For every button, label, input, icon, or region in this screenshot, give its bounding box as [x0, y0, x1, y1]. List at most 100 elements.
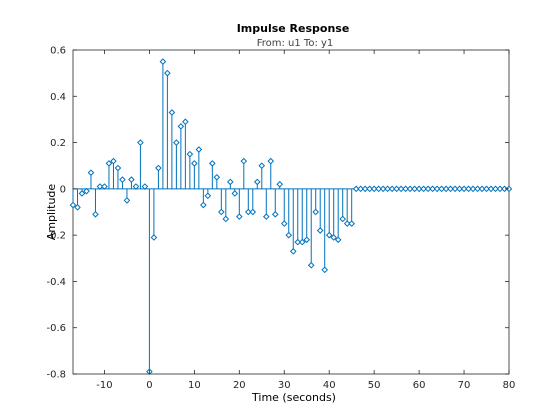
stem-marker: [258, 162, 266, 170]
chart-subtitle: From: u1 To: y1: [257, 38, 334, 49]
stem-marker: [496, 185, 504, 193]
stem-marker: [200, 201, 207, 209]
stem-marker: [222, 215, 230, 223]
stem-marker: [105, 160, 113, 167]
y-tick-label: 0: [60, 184, 66, 195]
stem-marker: [159, 58, 167, 65]
stem-marker: [96, 183, 104, 190]
stem-marker: [456, 185, 463, 193]
x-tick-label: 80: [503, 380, 516, 391]
stem-marker: [87, 169, 95, 176]
stem-marker: [312, 208, 320, 216]
stem-marker: [191, 160, 198, 167]
stem-marker: [352, 185, 360, 193]
stem-marker: [218, 208, 225, 216]
stem-marker: [478, 185, 486, 193]
stem-marker: [231, 190, 239, 197]
stem-marker: [119, 176, 126, 183]
stem-marker: [182, 118, 189, 126]
stem-marker: [384, 185, 391, 193]
stem-marker: [339, 215, 346, 223]
y-tick-label: -0.4: [46, 277, 66, 288]
stem-marker: [177, 123, 185, 130]
markers-group: [69, 58, 513, 375]
y-tick-label: -0.6: [46, 323, 66, 334]
stem-marker: [474, 185, 481, 193]
x-tick-label: -10: [96, 380, 112, 391]
stem-marker: [402, 185, 409, 193]
stem-marker: [101, 183, 108, 190]
stem-marker: [438, 185, 445, 193]
stem-marker: [487, 185, 495, 193]
y-axis-label: Amplitude: [45, 184, 58, 241]
stem-marker: [334, 236, 342, 244]
stem-marker: [83, 187, 90, 195]
stem-marker: [415, 185, 423, 193]
x-tick-label: 50: [368, 380, 381, 391]
stem-marker: [128, 176, 135, 183]
stem-marker: [114, 164, 122, 172]
stem-marker: [78, 190, 86, 197]
stem-marker: [393, 185, 400, 193]
stem-marker: [240, 157, 248, 165]
stem-marker: [483, 185, 490, 193]
stem-marker: [74, 204, 81, 211]
stem-marker: [285, 231, 293, 239]
stem-marker: [397, 185, 405, 193]
stem-marker: [433, 185, 441, 193]
stem-marker: [325, 231, 333, 239]
y-tick-label: -0.2: [46, 231, 66, 242]
stem-marker: [168, 109, 176, 116]
stem-marker: [69, 201, 77, 209]
x-tick-label: 40: [323, 380, 336, 391]
stem-marker: [110, 157, 117, 165]
plot-axes: -10 0 10 20 30 40 50 60 70 80 -0.8 -0.6 -0.4 -0.2 0 0.…: [46, 46, 515, 392]
axes-box: [72, 49, 510, 375]
stem-marker: [424, 185, 432, 193]
stem-marker: [173, 139, 180, 146]
stem-marker: [244, 208, 252, 216]
x-tick-label: 60: [413, 380, 426, 391]
x-axis-label: Time (seconds): [251, 391, 336, 404]
stem-marker: [155, 164, 162, 172]
stem-marker: [204, 192, 212, 200]
y-ticks-group: -0.8 -0.6 -0.4 -0.2 0 0.2 0.4 0.6: [46, 46, 509, 381]
stem-marker: [366, 185, 373, 193]
stem-marker: [276, 180, 284, 188]
stem-marker: [137, 139, 144, 146]
stem-marker: [262, 213, 270, 220]
x-tick-label: 30: [278, 380, 291, 391]
stem-marker: [361, 185, 369, 193]
stem-marker: [253, 178, 261, 186]
stem-marker: [141, 183, 149, 190]
stem-marker: [298, 238, 306, 246]
stem-marker: [460, 185, 468, 193]
stem-marker: [469, 185, 477, 193]
stem-marker: [213, 173, 221, 181]
stem-marker: [280, 220, 288, 227]
stem-marker: [388, 185, 396, 193]
x-tick-label: 10: [188, 380, 201, 391]
stem-marker: [164, 69, 171, 77]
y-tick-label: -0.8: [46, 370, 66, 381]
stem-marker: [132, 183, 140, 190]
x-ticks-group: -10 0 10 20 30 40 50 60 70 80: [96, 50, 515, 391]
stem-marker: [375, 185, 382, 193]
stems-group: [72, 61, 353, 372]
stem-marker: [501, 185, 508, 193]
stem-marker: [442, 185, 450, 193]
stem-marker: [249, 208, 257, 216]
stem-marker: [294, 238, 302, 246]
stem-marker: [321, 266, 329, 274]
stem-marker: [316, 227, 324, 234]
x-tick-label: 20: [233, 380, 246, 391]
stem-marker: [267, 157, 275, 165]
stem-marker: [451, 185, 459, 193]
stem-marker: [289, 248, 297, 255]
stem-marker: [195, 146, 203, 153]
stem-marker: [370, 185, 378, 193]
stem-marker: [465, 185, 472, 193]
stem-marker: [236, 213, 243, 220]
stem-marker: [150, 234, 158, 241]
